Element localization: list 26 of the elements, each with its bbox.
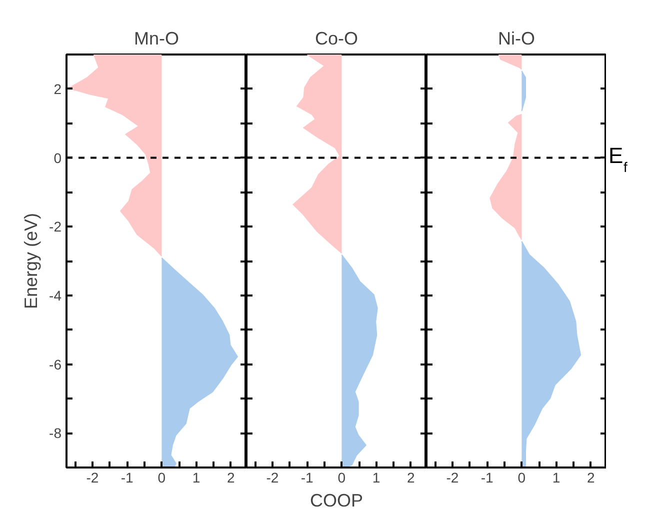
chart-title: Mn-O [134, 28, 179, 48]
x-tick-label: 0 [518, 470, 526, 486]
x-tick-label: 0 [338, 470, 346, 486]
x-tick-label: -2 [266, 470, 279, 486]
y-tick-label: -8 [49, 425, 62, 442]
x-tick-label: -2 [446, 470, 459, 486]
x-axis-title: COOP [310, 490, 364, 510]
x-tick-label: -1 [480, 470, 494, 486]
y-axis-title: Energy (eV) [21, 212, 42, 310]
x-tick-label: 0 [158, 470, 166, 486]
x-tick-label: 2 [407, 470, 416, 486]
x-tick-label: -2 [86, 470, 99, 486]
chart-title: Co-O [315, 28, 358, 48]
y-tick-label: 2 [54, 80, 62, 97]
x-tick-label: 1 [552, 470, 560, 486]
chart-title: Ni-O [498, 28, 536, 48]
y-tick-label: -2 [49, 218, 62, 235]
x-tick-label: -1 [300, 470, 314, 486]
x-tick-label: 1 [192, 470, 200, 486]
x-tick-label: 1 [372, 470, 380, 486]
y-tick-label: 0 [54, 150, 62, 166]
x-tick-label: -1 [120, 470, 134, 486]
x-tick-label: 2 [227, 470, 236, 486]
y-tick-label: -6 [49, 356, 62, 372]
y-tick-label: -4 [49, 287, 62, 304]
x-tick-label: 2 [587, 470, 596, 486]
